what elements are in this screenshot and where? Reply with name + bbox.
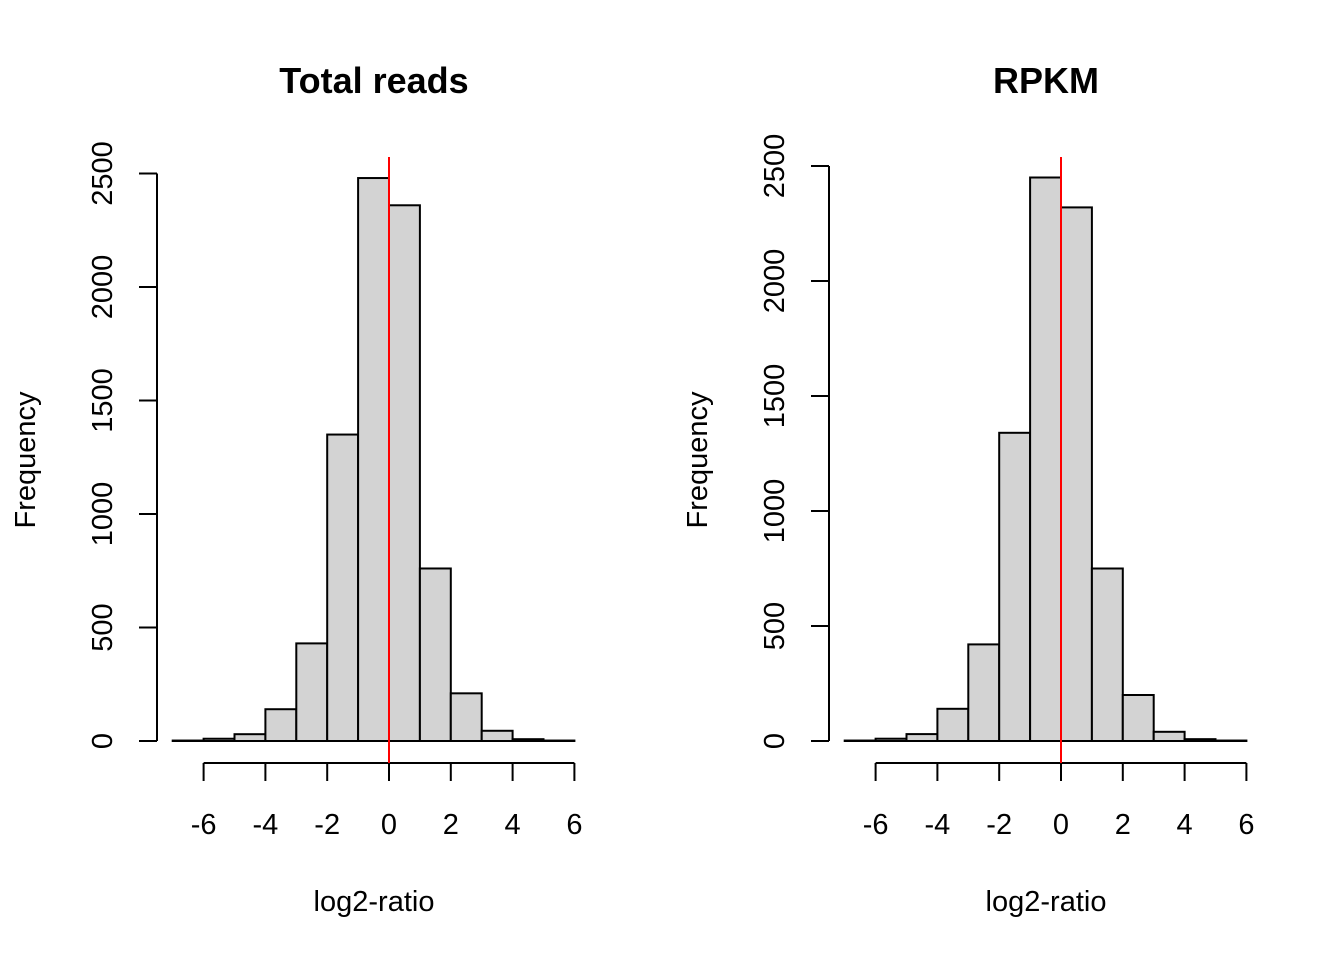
y-tick-label: 500 <box>87 603 119 651</box>
histogram-bar <box>388 204 421 742</box>
x-tick-label: 6 <box>566 809 582 841</box>
histogram-bar <box>1152 730 1186 742</box>
y-tick-label: 2500 <box>87 141 119 206</box>
y-tick-label: 2500 <box>759 134 791 199</box>
histogram-bar <box>480 729 514 742</box>
x-tick-label: 2 <box>1115 809 1131 841</box>
histogram-bar <box>1060 206 1093 742</box>
x-tick-label: 0 <box>1053 809 1069 841</box>
y-axis: 0 500 1000 1500 2000 2500 <box>759 134 830 749</box>
histogram-bar <box>449 692 483 743</box>
histogram-bar <box>357 177 391 743</box>
x-tick-label: 4 <box>505 809 521 841</box>
x-tick-label: -4 <box>253 809 279 841</box>
x-tick-label: -2 <box>986 809 1012 841</box>
x-tick-label: 4 <box>1177 809 1193 841</box>
histogram-bar <box>874 737 908 743</box>
x-tick-label: -4 <box>925 809 951 841</box>
chart-title: Total reads <box>279 60 468 101</box>
histogram-bar <box>967 643 1001 743</box>
y-tick-label: 2000 <box>87 255 119 320</box>
histogram-bar <box>326 433 360 742</box>
x-tick-label: -6 <box>863 809 889 841</box>
histogram-bar <box>233 733 267 743</box>
y-tick-label: 0 <box>87 733 119 749</box>
y-tick-label: 1000 <box>87 482 119 547</box>
y-tick-label: 2000 <box>759 249 791 314</box>
y-tick-label: 500 <box>759 602 791 650</box>
histogram-bar <box>1183 738 1217 742</box>
y-axis: 0 500 1000 1500 2000 2500 <box>87 141 158 749</box>
bars-group <box>171 177 576 743</box>
histogram-bar <box>418 567 452 742</box>
y-tick-label: 1000 <box>759 479 791 544</box>
histogram-bar <box>1029 176 1062 742</box>
bars-group <box>843 176 1248 743</box>
histogram-bar <box>202 737 236 742</box>
x-axis-title: log2-ratio <box>314 886 435 918</box>
x-axis: -6 -4 -2 0 2 4 6 <box>191 762 582 841</box>
x-tick-label: 2 <box>443 809 459 841</box>
x-tick-label: -6 <box>191 809 217 841</box>
x-tick-label: -2 <box>314 809 340 841</box>
y-tick-label: 1500 <box>759 364 791 429</box>
chart-panel-rpkm: RPKM log2-ratio Frequency 05001000150020… <box>682 60 1254 918</box>
y-tick-label: 1500 <box>87 368 119 433</box>
histogram-bar <box>511 738 545 743</box>
histogram-bar <box>1121 694 1155 742</box>
y-axis-title: Frequency <box>10 391 42 529</box>
chart-panel-total-reads: Total reads log2-ratio Frequency 0 500 100… <box>10 60 582 918</box>
x-tick-label: 0 <box>381 809 397 841</box>
histogram-bar <box>905 733 939 742</box>
histogram-bar <box>264 708 298 742</box>
y-tick-label: 0 <box>759 733 791 749</box>
x-tick-label: 6 <box>1238 809 1254 841</box>
histogram-bar <box>998 431 1032 742</box>
x-axis-title: log2-ratio <box>986 886 1107 918</box>
histogram-bar <box>1090 567 1124 742</box>
histogram-bar <box>936 707 970 742</box>
y-axis-title: Frequency <box>682 391 714 529</box>
chart-title: RPKM <box>993 60 1099 101</box>
histogram-bar <box>295 642 329 743</box>
